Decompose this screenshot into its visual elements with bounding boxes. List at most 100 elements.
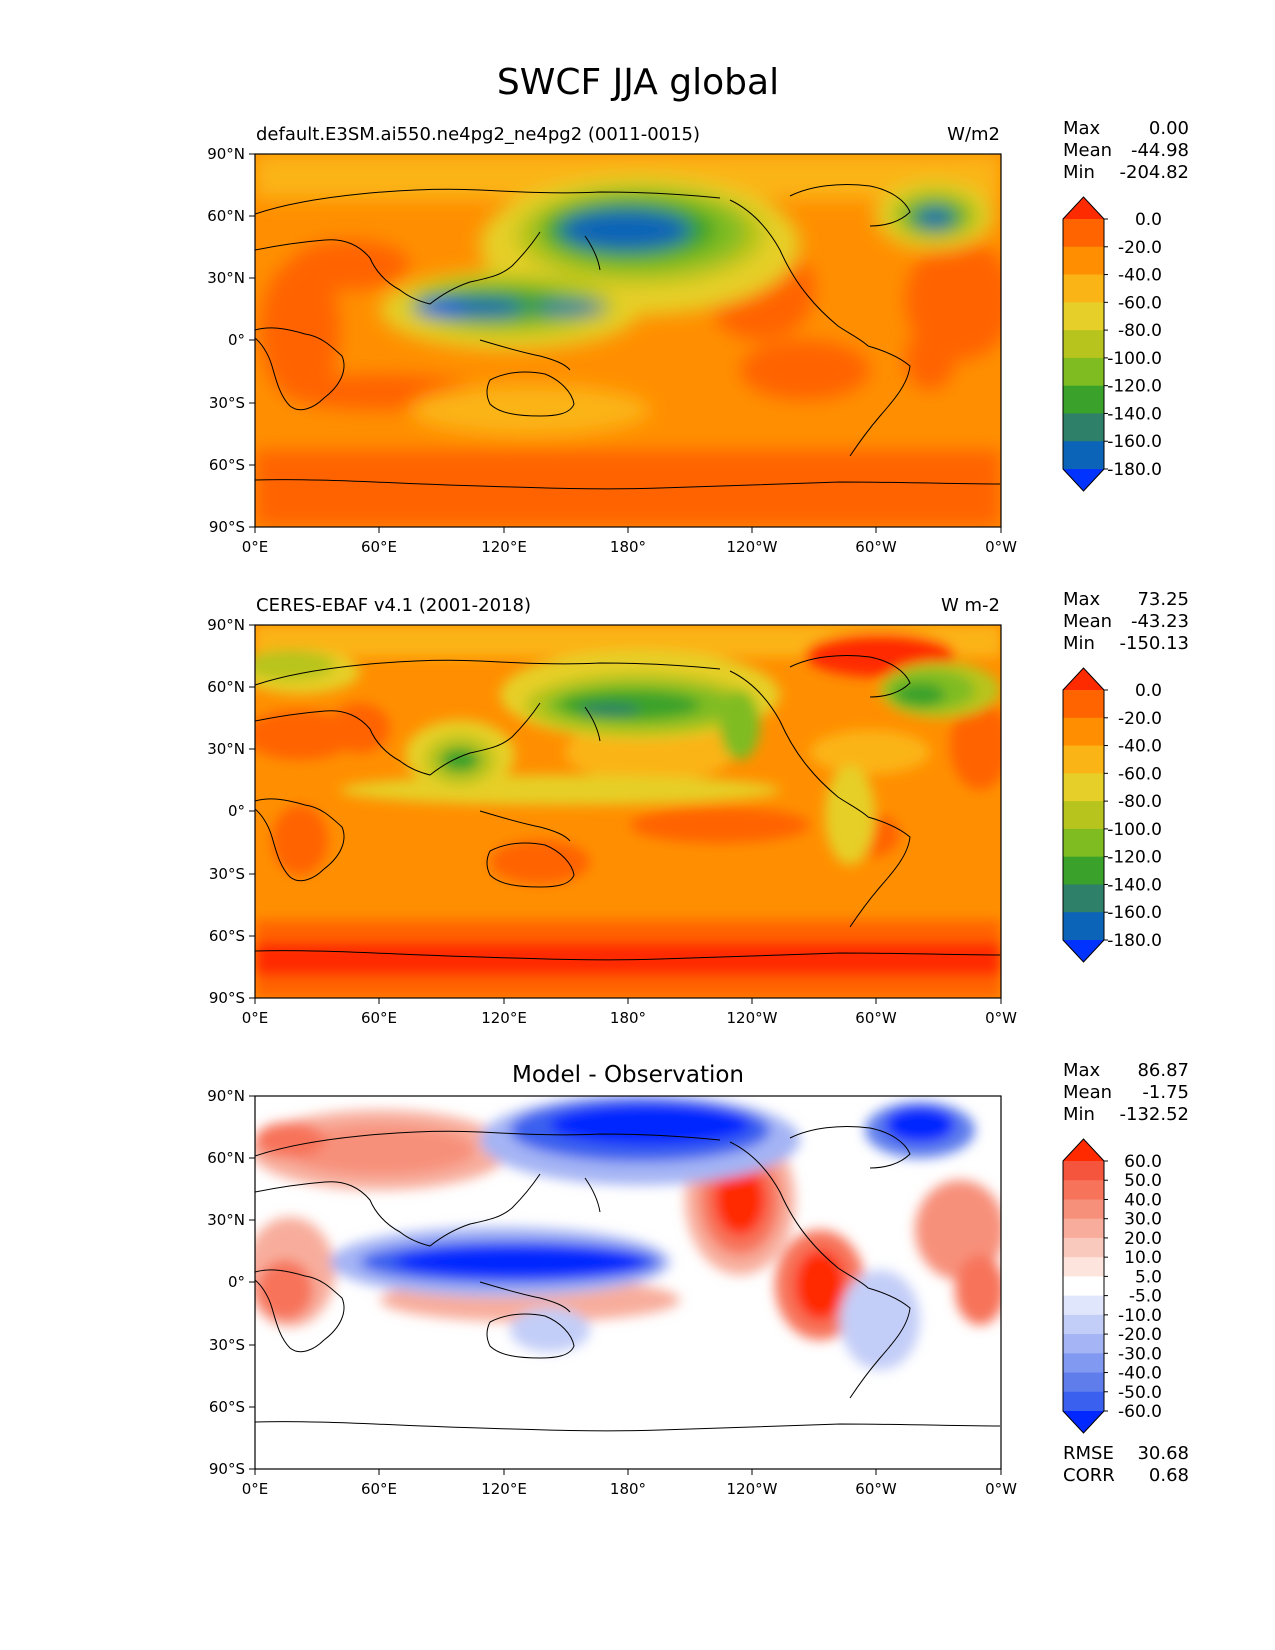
x-axis: 0°E 60°E 120°E 180° 120°W 60°W 0°W (242, 998, 1017, 1027)
x-tick-label: 0°E (242, 1480, 269, 1498)
stat-label: Min (1063, 633, 1095, 654)
x-tick-label: 0°W (985, 1480, 1017, 1498)
colorbar-swatch (1063, 413, 1104, 442)
colorbar-level-label: -20.0 (1118, 709, 1162, 729)
colorbar-level-label: -140.0 (1107, 875, 1162, 895)
colorbar-level-label: -160.0 (1107, 432, 1162, 452)
colorbar-swatch (1063, 330, 1104, 359)
colorbar-level-label: -60.0 (1118, 764, 1162, 784)
stat-value: -43.23 (1131, 611, 1189, 632)
colorbar-level-label: -120.0 (1107, 848, 1162, 868)
panel-units: W m-2 (941, 595, 1000, 616)
map-field-observation (255, 625, 1001, 998)
x-tick-label: 0°W (985, 538, 1017, 556)
colorbar-level-label: -180.0 (1107, 460, 1162, 480)
colorbar-swatch (1063, 469, 1104, 491)
colorbar-level-label: -30.0 (1118, 1344, 1162, 1364)
stat-value: 0.00 (1149, 118, 1189, 139)
y-tick-label: 90°N (207, 616, 245, 634)
colorbar-level-label: -40.0 (1118, 737, 1162, 757)
colorbar-swatch (1063, 1314, 1104, 1335)
colorbar-swatch (1063, 1218, 1104, 1239)
colorbar-swatch (1063, 1295, 1104, 1316)
colorbar-level-label: -80.0 (1118, 321, 1162, 341)
colorbar-level-label: 0.0 (1135, 210, 1162, 230)
colorbar-swatch (1063, 1199, 1104, 1220)
stat-label: RMSE (1063, 1443, 1114, 1464)
colorbar-level-label: 10.0 (1124, 1248, 1162, 1268)
x-tick-label: 60°W (855, 1009, 897, 1027)
x-tick-label: 60°W (855, 1480, 897, 1498)
x-tick-label: 60°E (361, 1480, 397, 1498)
colorbar-swatch (1063, 1391, 1104, 1412)
colorbar-level-label: -60.0 (1118, 1402, 1162, 1422)
panel-observation: CERES-EBAF v4.1 (2001-2018) W m-2 (207, 589, 1189, 1027)
colorbar-level-label: -40.0 (1118, 1364, 1162, 1384)
x-axis: 0°E 60°E 120°E 180° 120°W 60°W 0°W (242, 1469, 1017, 1498)
stat-value: -150.13 (1120, 633, 1189, 654)
colorbar-level-label: -160.0 (1107, 903, 1162, 923)
x-tick-label: 60°E (361, 538, 397, 556)
colorbar-swatch (1063, 1180, 1104, 1201)
panel-left-title: CERES-EBAF v4.1 (2001-2018) (256, 595, 531, 616)
colorbar-swatch (1063, 773, 1104, 802)
colorbar-swatch (1063, 1353, 1104, 1374)
y-tick-label: 90°S (209, 518, 245, 536)
y-tick-label: 60°N (207, 678, 245, 696)
colorbar-level-label: 40.0 (1124, 1190, 1162, 1210)
x-tick-label: 0°W (985, 1009, 1017, 1027)
stat-value: 86.87 (1137, 1060, 1189, 1081)
colorbar-swatch (1063, 1411, 1104, 1433)
y-tick-label: 90°N (207, 1087, 245, 1105)
x-tick-label: 120°E (481, 1480, 527, 1498)
y-tick-label: 90°S (209, 989, 245, 1007)
y-tick-label: 30°S (209, 394, 245, 412)
colorbar-swatch (1063, 1161, 1104, 1181)
colorbar-level-label: 50.0 (1124, 1171, 1162, 1191)
stat-label: Max (1063, 1060, 1101, 1081)
panel-model: default.E3SM.ai550.ne4pg2_ne4pg2 (0011-0… (207, 118, 1189, 556)
x-tick-label: 0°E (242, 538, 269, 556)
stats-block: Max 73.25 Mean -43.23 Min -150.13 (1063, 589, 1189, 654)
x-tick-label: 120°W (727, 1480, 778, 1498)
colorbar-model: 0.0 -20.0 -40.0 -60.0 -80.0 -100.0 -120.0 -140.… (1062, 196, 1162, 492)
colorbar-swatch (1063, 668, 1104, 690)
stat-label: Min (1063, 162, 1095, 183)
colorbar-level-label: -100.0 (1107, 820, 1162, 840)
colorbar-swatch (1063, 690, 1104, 719)
colorbar-swatch (1063, 912, 1104, 941)
y-axis: 90°N 60°N 30°N 0° 30°S 60°S 90°S (207, 1087, 255, 1478)
stat-value: 73.25 (1137, 589, 1189, 610)
colorbar-swatch (1063, 246, 1104, 276)
colorbar-swatch (1063, 828, 1104, 858)
x-axis: 0°E 60°E 120°E 180° 120°W 60°W 0°W (242, 527, 1017, 556)
panel-left-title: default.E3SM.ai550.ne4pg2_ne4pg2 (0011-0… (256, 124, 700, 145)
colorbar-level-label: 20.0 (1124, 1229, 1162, 1249)
stat-label: Max (1063, 589, 1101, 610)
y-tick-label: 30°S (209, 865, 245, 883)
colorbar-swatch (1063, 1334, 1104, 1354)
y-tick-label: 60°S (209, 456, 245, 474)
stat-value: -204.82 (1120, 162, 1189, 183)
colorbar-swatch (1063, 302, 1104, 331)
colorbar-swatch (1063, 219, 1104, 248)
colorbar-swatch (1063, 884, 1104, 913)
y-tick-label: 90°S (209, 1460, 245, 1478)
y-tick-label: 60°S (209, 1398, 245, 1416)
error-stats-block: RMSE 30.68 CORR 0.68 (1063, 1443, 1189, 1486)
colorbar-level-label: -20.0 (1118, 1325, 1162, 1345)
colorbar-swatch (1063, 385, 1104, 415)
coastlines (255, 184, 1001, 490)
stats-block: Max 86.87 Mean -1.75 Min -132.52 (1063, 1060, 1189, 1125)
colorbar-swatch (1063, 717, 1104, 747)
y-tick-label: 0° (228, 1273, 245, 1291)
colorbar-difference: 60.050.040.030.020.010.05.0-5.0-10.0-20.… (1062, 1138, 1162, 1434)
colorbar-swatch (1063, 1276, 1104, 1297)
x-tick-label: 180° (610, 1480, 646, 1498)
stat-value: -44.98 (1131, 140, 1189, 161)
colorbar-swatch (1063, 1372, 1104, 1393)
x-tick-label: 180° (610, 1009, 646, 1027)
y-tick-label: 30°N (207, 269, 245, 287)
y-tick-label: 30°S (209, 1336, 245, 1354)
